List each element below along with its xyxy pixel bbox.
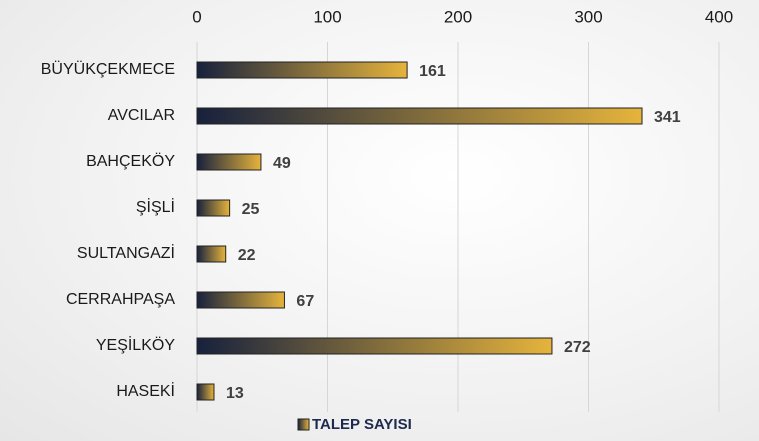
- category-label: AVCILAR: [108, 107, 175, 124]
- value-label: 341: [654, 109, 681, 126]
- x-tick-label: 100: [313, 7, 341, 26]
- x-tick-label: 0: [192, 7, 201, 26]
- category-label: ŞİŞLİ: [136, 197, 175, 216]
- bar: [196, 291, 285, 309]
- value-label: 161: [419, 63, 446, 80]
- bar: [196, 337, 553, 355]
- value-label: 49: [273, 155, 291, 172]
- x-tick-label: 400: [705, 7, 733, 26]
- bar: [196, 199, 231, 217]
- legend-label: TALEP SAYISI: [312, 416, 412, 433]
- bar: [196, 107, 643, 125]
- value-label: 13: [226, 385, 244, 402]
- legend-swatch: [297, 418, 310, 431]
- category-label: BAHÇEKÖY: [86, 152, 175, 170]
- category-label: YEŞİLKÖY: [96, 335, 175, 354]
- x-tick-label: 200: [444, 7, 472, 26]
- value-label: 272: [564, 339, 591, 356]
- bar: [196, 153, 262, 171]
- bar: [196, 383, 215, 401]
- category-label: SULTANGAZİ: [77, 243, 175, 262]
- value-label: 67: [296, 293, 314, 310]
- x-tick-label: 300: [574, 7, 602, 26]
- bar: [196, 245, 227, 263]
- category-label: CERRAHPAŞA: [66, 291, 175, 308]
- category-label: BÜYÜKÇEKMECE: [41, 60, 175, 78]
- value-label: 25: [242, 201, 260, 218]
- value-label: 22: [238, 247, 256, 264]
- bar: [196, 61, 408, 79]
- category-label: HASEKİ: [116, 381, 175, 400]
